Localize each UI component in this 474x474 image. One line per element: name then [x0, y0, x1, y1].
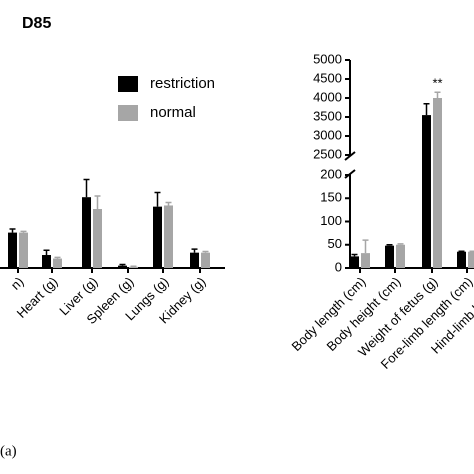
bar [153, 206, 162, 268]
bar [457, 251, 466, 268]
error-bar [154, 191, 161, 207]
error-bar [54, 256, 61, 259]
bar [8, 232, 17, 268]
y-tick-label: 2500 [313, 146, 342, 161]
chart-title: D85 [22, 15, 51, 32]
y-tick-label: 50 [328, 236, 342, 251]
bar [164, 205, 173, 268]
bar [190, 252, 199, 268]
caption: (a) [0, 443, 17, 459]
bar [53, 258, 62, 268]
y-tick-label: 4000 [313, 89, 342, 104]
error-bar [362, 239, 369, 254]
bar [129, 266, 138, 268]
error-bar [94, 195, 101, 209]
bar [361, 253, 370, 268]
error-bar [397, 243, 404, 245]
bar [118, 265, 127, 268]
bar [422, 115, 431, 268]
error-bar [351, 253, 358, 257]
y-tick-label: 4500 [313, 70, 342, 85]
y-tick-label: 0 [335, 259, 342, 274]
y-tick-label: 5000 [313, 51, 342, 66]
error-bar [9, 228, 16, 233]
bar [468, 251, 474, 268]
error-bar [434, 91, 441, 98]
y-tick-label: 100 [320, 213, 342, 228]
bar [93, 209, 102, 268]
annotation: ** [432, 76, 442, 91]
y-tick-label: 200 [320, 166, 342, 181]
x-tick-label: n) [8, 274, 27, 293]
y-tick-label: 3500 [313, 108, 342, 123]
error-bar [386, 244, 393, 246]
bar [82, 197, 91, 268]
error-bar [130, 265, 137, 267]
legend-label: restriction [150, 75, 215, 92]
bar [42, 255, 51, 268]
bar [201, 252, 210, 268]
legend-label: normal [150, 104, 196, 121]
bar [385, 245, 394, 268]
error-bar [423, 102, 430, 116]
bar [396, 244, 405, 268]
error-bar [83, 178, 90, 198]
bar [19, 232, 28, 268]
bar [433, 98, 442, 268]
y-tick-label: 3000 [313, 127, 342, 142]
error-bar [165, 201, 172, 206]
error-bar [191, 248, 198, 253]
error-bar [202, 250, 209, 253]
legend-swatch [118, 76, 138, 92]
legend-swatch [118, 105, 138, 121]
error-bar [20, 230, 27, 233]
y-tick-label: 150 [320, 190, 342, 205]
bar [350, 256, 359, 268]
error-bar [119, 263, 126, 266]
error-bar [43, 249, 50, 256]
